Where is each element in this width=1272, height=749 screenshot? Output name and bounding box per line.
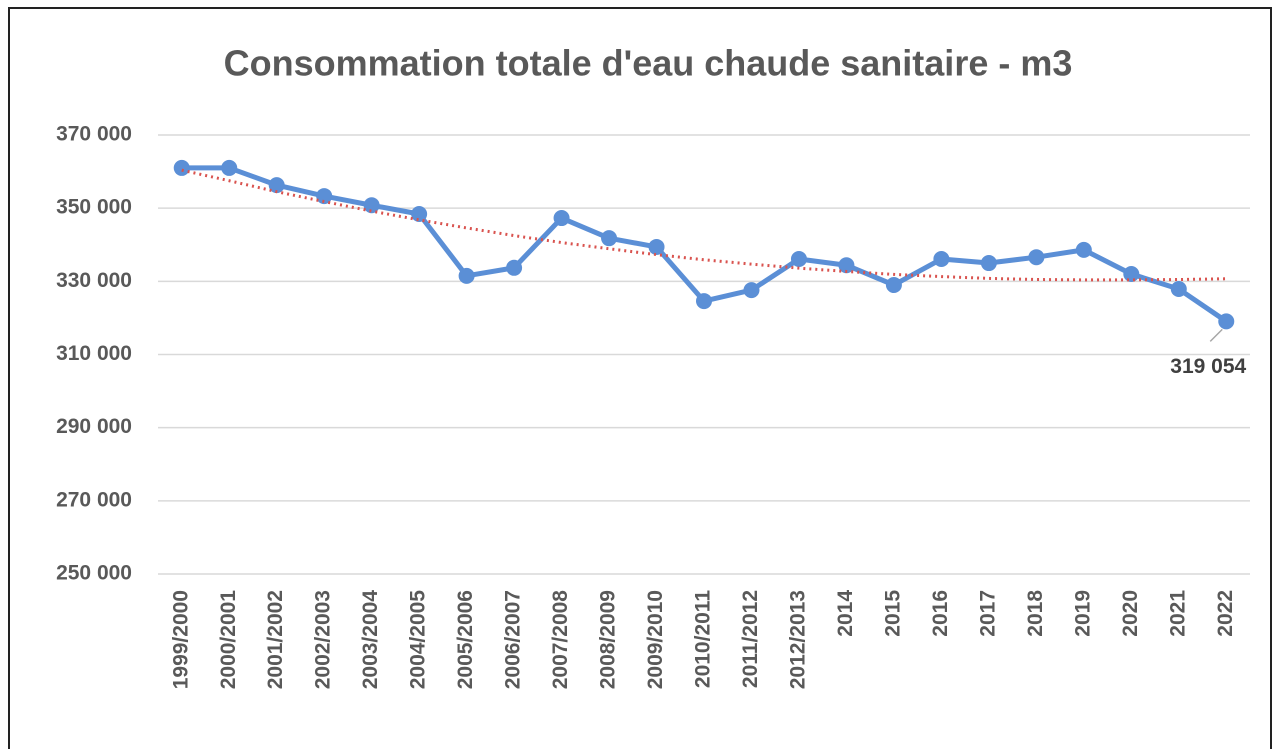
x-tick-label: 2001/2002 [264, 590, 287, 689]
leader-line [1209, 328, 1223, 342]
y-tick-label: 290 000 [56, 415, 132, 438]
marker [790, 251, 807, 268]
marker [221, 159, 238, 176]
x-tick-label: 2009/2010 [644, 590, 667, 689]
marker [458, 267, 475, 284]
marker [506, 259, 523, 276]
marker [838, 257, 855, 274]
x-tick-label: 2008/2009 [597, 590, 620, 689]
marker [173, 159, 190, 176]
marker [1075, 241, 1092, 258]
chart-frame [8, 7, 1272, 749]
marker [933, 251, 950, 268]
marker [363, 197, 380, 214]
marker [411, 206, 428, 223]
x-tick-label: 2022 [1214, 590, 1237, 637]
chart-title: Consommation totale d'eau chaude sanitai… [224, 43, 1073, 84]
marker [1170, 281, 1187, 298]
marker [1028, 249, 1045, 266]
x-tick-label: 2006/2007 [502, 590, 525, 689]
marker [268, 177, 285, 194]
x-tick-label: 2015 [881, 590, 904, 637]
marker [696, 293, 712, 310]
y-tick-label: 310 000 [56, 342, 132, 365]
marker [1123, 266, 1140, 283]
x-tick-label: 2000/2001 [217, 590, 240, 690]
marker [743, 282, 760, 299]
x-tick-label: 2012/2013 [787, 590, 810, 689]
marker [553, 210, 570, 227]
y-tick-label: 350 000 [56, 196, 132, 219]
x-tick-label: 2002/2003 [312, 590, 335, 689]
x-tick-label: 2003/2004 [359, 590, 382, 690]
y-tick-label: 270 000 [56, 488, 132, 511]
marker [316, 188, 333, 205]
x-tick-label: 2007/2008 [549, 590, 572, 690]
x-tick-label: 2014 [834, 590, 857, 637]
y-tick-label: 250 000 [56, 562, 132, 585]
x-tick-label: 2021 [1166, 590, 1189, 637]
x-tick-label: 2019 [1071, 590, 1094, 637]
x-tick-label: 2005/2006 [454, 590, 477, 689]
marker [885, 276, 902, 293]
marker [980, 255, 997, 272]
x-tick-label: 2011/2012 [739, 590, 762, 688]
marker [648, 238, 665, 255]
y-tick-label: 330 000 [56, 269, 132, 292]
marker [601, 230, 618, 247]
y-tick-label: 370 000 [56, 123, 132, 146]
marker [1218, 313, 1235, 330]
x-tick-label: 2004/2005 [407, 590, 430, 690]
data-label: 319 054 [1170, 355, 1246, 378]
x-tick-label: 2016 [929, 590, 952, 637]
x-tick-label: 1999/2000 [169, 590, 192, 689]
x-tick-label: 2017 [976, 590, 999, 637]
x-tick-label: 2010/2011 [692, 590, 715, 688]
x-tick-label: 2020 [1119, 590, 1142, 637]
x-tick-label: 2018 [1024, 590, 1047, 637]
